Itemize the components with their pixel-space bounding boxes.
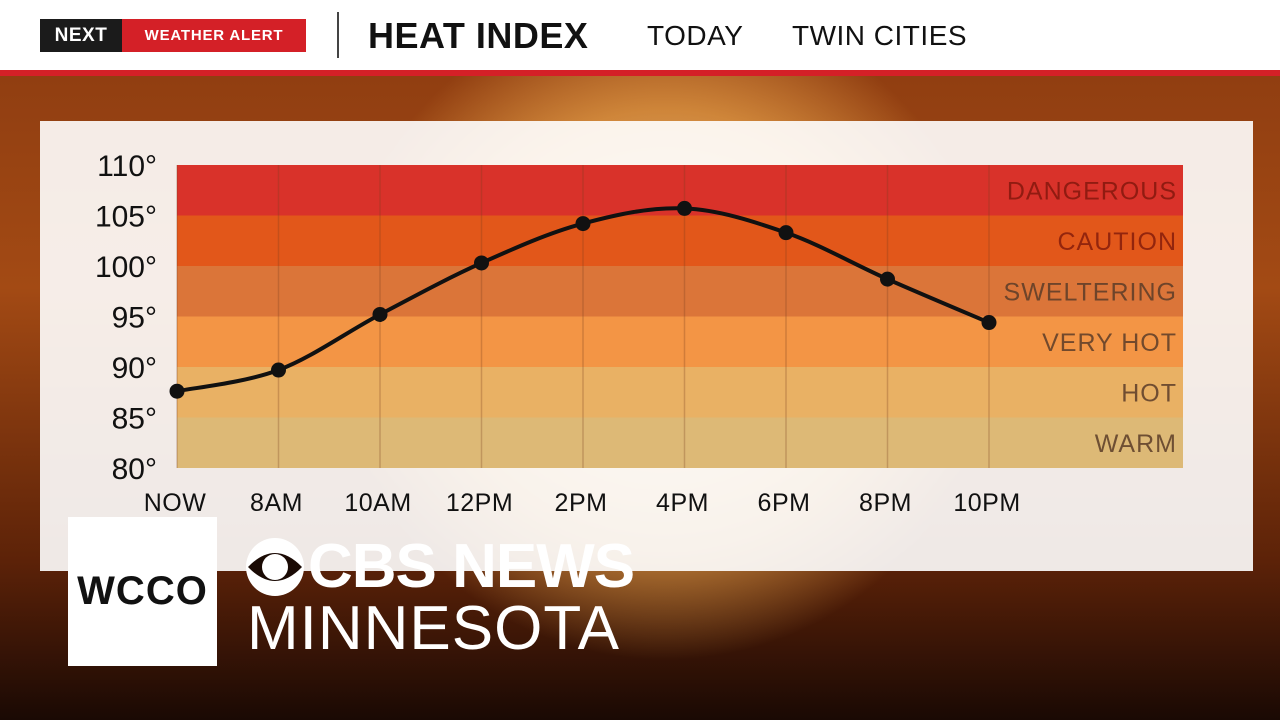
header-location: TWIN CITIES (792, 20, 968, 51)
y-tick-5: 85° (112, 403, 157, 436)
band-label-4: HOT (1121, 379, 1177, 407)
heat-index-chart: DANGEROUS CAUTION SWELTERING VERY HOT HOT WAR… (95, 150, 1183, 517)
y-tick-0: 110° (97, 150, 157, 183)
data-point-4 (575, 216, 591, 232)
x-tick-2: 10AM (344, 489, 411, 517)
data-point-7 (880, 271, 895, 287)
band-2 (177, 266, 1183, 317)
wcco-logo: WCCO (68, 517, 217, 666)
x-tick-3: 12PM (446, 489, 513, 517)
station-branding: WCCO CBS NEWS MINNESOTA (68, 517, 688, 667)
band-4 (177, 367, 1183, 418)
market-name: MINNESOTA (247, 594, 620, 663)
weather-alert-badge: NEXT WEATHER ALERT (40, 19, 306, 52)
data-point-8 (981, 315, 997, 331)
header-bar: NEXT WEATHER ALERT HEAT INDEX TODAY TWIN… (0, 0, 1280, 70)
y-tick-1: 105° (95, 201, 157, 234)
x-tick-4: 2PM (555, 489, 608, 517)
alert-label: WEATHER ALERT (144, 27, 284, 44)
data-point-0 (169, 383, 185, 399)
band-label-2: SWELTERING (1004, 278, 1177, 306)
header-timeframe: TODAY (647, 20, 744, 51)
y-tick-2: 100° (95, 251, 157, 284)
data-point-2 (372, 306, 388, 322)
chart-panel: DANGEROUS CAUTION SWELTERING VERY HOT HOT WAR… (40, 121, 1253, 571)
header-divider (337, 12, 339, 58)
x-tick-5: 4PM (656, 489, 709, 517)
band-label-1: CAUTION (1058, 228, 1178, 256)
network-name: CBS NEWS (308, 532, 635, 601)
band-label-0: DANGEROUS (1007, 177, 1177, 205)
band-1 (177, 215, 1183, 266)
y-tick-4: 90° (112, 352, 157, 385)
band-5 (177, 417, 1183, 468)
band-3 (177, 316, 1183, 367)
x-tick-1: 8AM (250, 489, 303, 517)
data-point-5 (677, 200, 692, 216)
y-tick-3: 95° (112, 302, 157, 335)
next-logo: NEXT (40, 19, 122, 52)
header-red-rule (0, 70, 1280, 76)
x-tick-7: 8PM (859, 489, 912, 517)
data-point-6 (778, 225, 794, 241)
x-tick-0: NOW (144, 489, 207, 517)
x-tick-6: 6PM (758, 489, 811, 517)
page-title: HEAT INDEX (368, 15, 589, 56)
x-tick-8: 10PM (953, 489, 1020, 517)
cbs-eye-icon (246, 538, 304, 596)
band-label-5: WARM (1095, 430, 1177, 458)
y-tick-6: 80° (112, 453, 157, 486)
data-point-1 (271, 362, 286, 378)
data-point-3 (474, 255, 489, 271)
band-label-3: VERY HOT (1042, 329, 1177, 357)
